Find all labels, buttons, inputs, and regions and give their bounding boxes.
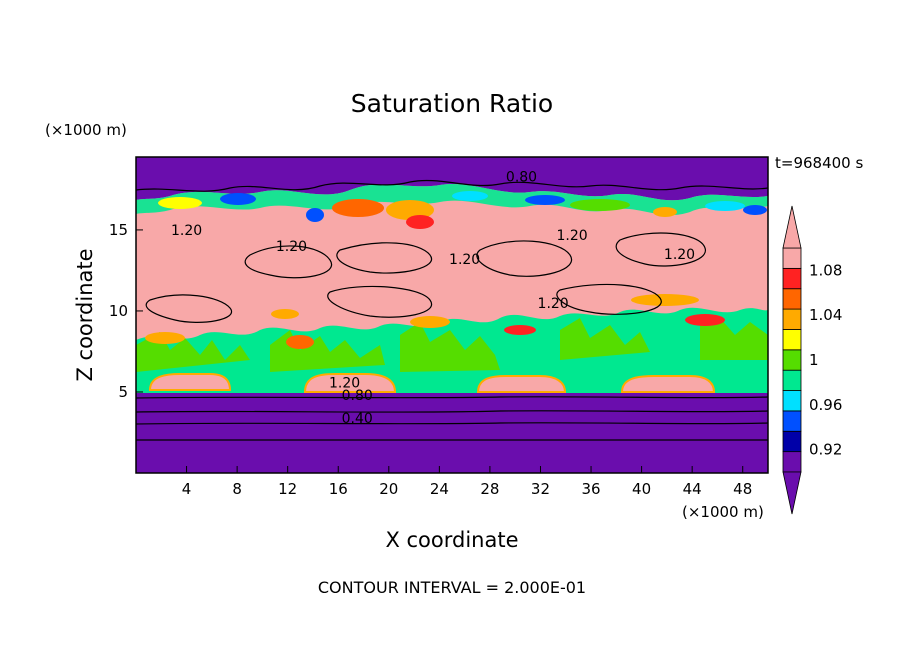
contour-label: 0.80 — [506, 169, 537, 185]
x-tick-label: 12 — [278, 480, 297, 498]
lower-dry-layer — [136, 393, 768, 473]
x-tick-label: 4 — [182, 480, 192, 498]
colorbar-label: 0.92 — [809, 441, 842, 459]
time-label: t=968400 s — [775, 154, 863, 172]
contour-label-layer: 0.801.201.201.201.201.201.201.200.800.40 — [171, 169, 695, 426]
x-tick-label: 32 — [531, 480, 550, 498]
x-tick-label: 20 — [379, 480, 398, 498]
contour-label: 1.20 — [171, 223, 202, 239]
contour-label: 0.80 — [342, 388, 373, 404]
colorbar-segment — [782, 267, 802, 290]
colorbar-top-arrow — [782, 205, 802, 249]
y-tick-label: 15 — [109, 221, 128, 239]
upper-moist-patches — [158, 191, 767, 229]
x-tick-label: 36 — [581, 480, 600, 498]
x-axis: 4 8 12 16 20 24 28 32 36 40 44 48 — [182, 466, 752, 498]
colorbar-segment — [782, 288, 802, 310]
x-tick-label: 24 — [430, 480, 449, 498]
convective-warm-spots — [145, 294, 725, 349]
colorbar-segment — [782, 410, 802, 432]
colorbar-segment — [782, 430, 802, 453]
x-tick-label: 48 — [733, 480, 752, 498]
contour-label: 1.20 — [664, 247, 695, 263]
colorbar-segment — [782, 451, 802, 473]
colorbar-bottom-arrow — [782, 471, 802, 515]
low-cloud-caps — [148, 373, 716, 393]
plot-area — [136, 157, 768, 473]
contour-lines — [136, 179, 768, 441]
y-axis-label: Z coordinate — [73, 248, 97, 381]
colorbar-segment — [782, 349, 802, 371]
colorbar-label: 1 — [809, 351, 819, 369]
x-tick-label: 8 — [232, 480, 242, 498]
x-tick-label: 44 — [683, 480, 702, 498]
colorbar-label: 1.08 — [809, 261, 842, 279]
colorbar-segment — [782, 329, 802, 351]
contour-label: 1.20 — [449, 252, 480, 268]
y-axis: 5 10 15 — [109, 221, 143, 401]
y-tick-label: 10 — [109, 302, 128, 320]
colorbar-label: 1.04 — [809, 306, 842, 324]
contour-label: 0.40 — [342, 411, 373, 427]
colorbar: 0.92 0.96 1 1.04 1.08 — [782, 205, 842, 515]
chart-title: Saturation Ratio — [351, 89, 553, 118]
x-unit-label: (×1000 m) — [682, 503, 764, 521]
colorbar-segment — [782, 369, 802, 391]
plot-frame — [135, 156, 769, 474]
colorbar-label: 0.96 — [809, 396, 842, 414]
contour-label: 1.20 — [538, 296, 569, 312]
colorbar-segment — [782, 247, 802, 269]
x-axis-label: X coordinate — [385, 528, 518, 552]
contour-interval-footer: CONTOUR INTERVAL = 2.000E-01 — [318, 578, 586, 597]
x-tick-label: 40 — [632, 480, 651, 498]
x-tick-label: 16 — [329, 480, 348, 498]
y-tick-label: 5 — [118, 383, 128, 401]
x-tick-label: 28 — [480, 480, 499, 498]
contour-label: 1.20 — [329, 375, 360, 391]
colorbar-segment — [782, 308, 802, 330]
contour-label: 1.20 — [276, 239, 307, 255]
y-unit-label: (×1000 m) — [45, 121, 127, 139]
contour-label: 1.20 — [556, 228, 587, 244]
colorbar-segment — [782, 390, 802, 412]
